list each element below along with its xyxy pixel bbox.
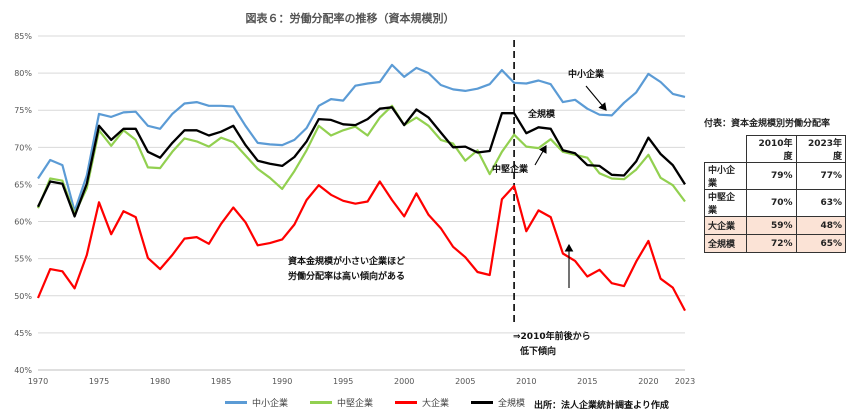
- annotation-sme: 中小企業: [568, 70, 605, 80]
- source-note: 出所：法人企業統計調査より作成: [534, 401, 669, 411]
- side-table: 付表：資本金規模別労働分配率 2010年度 2023年度 中小企業 79% 77…: [703, 116, 847, 253]
- legend-label-large: 大企業: [422, 399, 450, 409]
- annotation-note-2: 労働分配率は高い傾向がある: [288, 272, 406, 282]
- annotation-note-4: 低下傾向: [520, 347, 557, 357]
- table-row: 大企業 59% 48%: [703, 216, 847, 235]
- series-line-large: [36, 180, 686, 312]
- table-header-2010: 2010年度: [746, 135, 797, 163]
- series-line-all: [36, 106, 686, 218]
- x-tick-label: 1980: [150, 377, 170, 386]
- table-cell-2023: 77%: [795, 162, 847, 190]
- side-table-title: 付表：資本金規模別労働分配率: [704, 119, 831, 129]
- y-tick-label: 75%: [14, 106, 32, 115]
- y-tick-label: 60%: [14, 218, 32, 227]
- table-row: 全規模 72% 65%: [703, 234, 847, 253]
- table-row: 中堅企業 70% 63%: [703, 189, 847, 217]
- y-tick-label: 70%: [14, 143, 32, 152]
- legend-label-sme: 中小企業: [252, 399, 289, 409]
- legend-swatch-all: [471, 401, 494, 404]
- x-tick-label: 1990: [272, 377, 292, 386]
- legend-swatch-mid: [310, 401, 333, 404]
- table-cell-2023: 65%: [795, 234, 847, 253]
- legend-item-sme: 中小企業: [225, 396, 288, 409]
- y-tick-label: 45%: [14, 329, 32, 338]
- legend-item-all: 全規模: [471, 396, 525, 409]
- y-tick-label: 55%: [14, 255, 32, 264]
- table-cell-2023: 48%: [795, 216, 847, 235]
- annotation-arrow-sme: [585, 85, 607, 111]
- table-cell-2010: 70%: [746, 189, 797, 217]
- legend-item-mid: 中堅企業: [310, 396, 373, 409]
- table-header-row: 2010年度 2023年度: [704, 135, 847, 163]
- x-tick-label: 1975: [89, 377, 109, 386]
- y-tick-label: 40%: [14, 366, 32, 375]
- x-tick-label: 1995: [333, 377, 353, 386]
- x-tick-label: 2023: [675, 377, 695, 386]
- y-tick-label: 80%: [14, 69, 32, 78]
- table-cell-2010: 79%: [746, 162, 797, 190]
- table-cell-2010: 72%: [746, 234, 797, 253]
- table-header-2023: 2023年度: [795, 135, 847, 163]
- x-tick-label: 2005: [455, 377, 475, 386]
- y-tick-label: 85%: [14, 32, 32, 41]
- legend-label-all: 全規模: [498, 399, 526, 409]
- table-cell-2010: 59%: [746, 216, 797, 235]
- line-chart: 40% 45% 50% 55% 60% 65% 70% 75% 80% 85% 1970 1975 19…: [14, 32, 695, 386]
- side-table-grid: 2010年度 2023年度 中小企業 79% 77% 中堅企業 70% 63% …: [703, 135, 847, 253]
- table-row-label: 全規模: [703, 234, 748, 253]
- chart-title: 図表６：労働分配率の推移（資本規模別）: [245, 12, 455, 25]
- legend-swatch-large: [395, 401, 418, 404]
- x-tick-label: 2020: [638, 377, 658, 386]
- chart-area: 図表６：労働分配率の推移（資本規模別） 40% 45% 50% 55% 60% 65% 70…: [14, 12, 695, 411]
- legend-label-mid: 中堅企業: [337, 399, 374, 409]
- y-tick-label: 50%: [14, 292, 32, 301]
- annotation-note-1: 資本金規模が小さい企業ほど: [288, 257, 406, 267]
- annotation-note-3: ⇒2010年前後から: [513, 332, 591, 342]
- table-cell-2023: 63%: [795, 189, 847, 217]
- table-row-label: 中小企業: [703, 162, 748, 190]
- annotation-arrow-mid: [534, 145, 547, 166]
- x-tick-label: 1970: [28, 377, 48, 386]
- x-tick-label: 2000: [394, 377, 414, 386]
- legend-item-large: 大企業: [395, 396, 449, 409]
- x-tick-label: 2015: [577, 377, 597, 386]
- table-header-blank: [704, 135, 748, 163]
- table-row: 中小企業 79% 77%: [703, 162, 847, 190]
- table-row-label: 中堅企業: [703, 189, 748, 217]
- x-tick-label: 2010: [516, 377, 536, 386]
- x-tick-label: 1985: [211, 377, 231, 386]
- series-line-sme: [37, 63, 686, 213]
- table-row-label: 大企業: [703, 216, 748, 235]
- chart-legend: 中小企業 中堅企業 大企業 全規模: [225, 396, 525, 409]
- annotation-mid: 中堅企業: [492, 165, 529, 175]
- y-tick-label: 65%: [14, 180, 32, 189]
- annotation-all: 全規模: [528, 110, 556, 120]
- legend-swatch-sme: [225, 401, 247, 404]
